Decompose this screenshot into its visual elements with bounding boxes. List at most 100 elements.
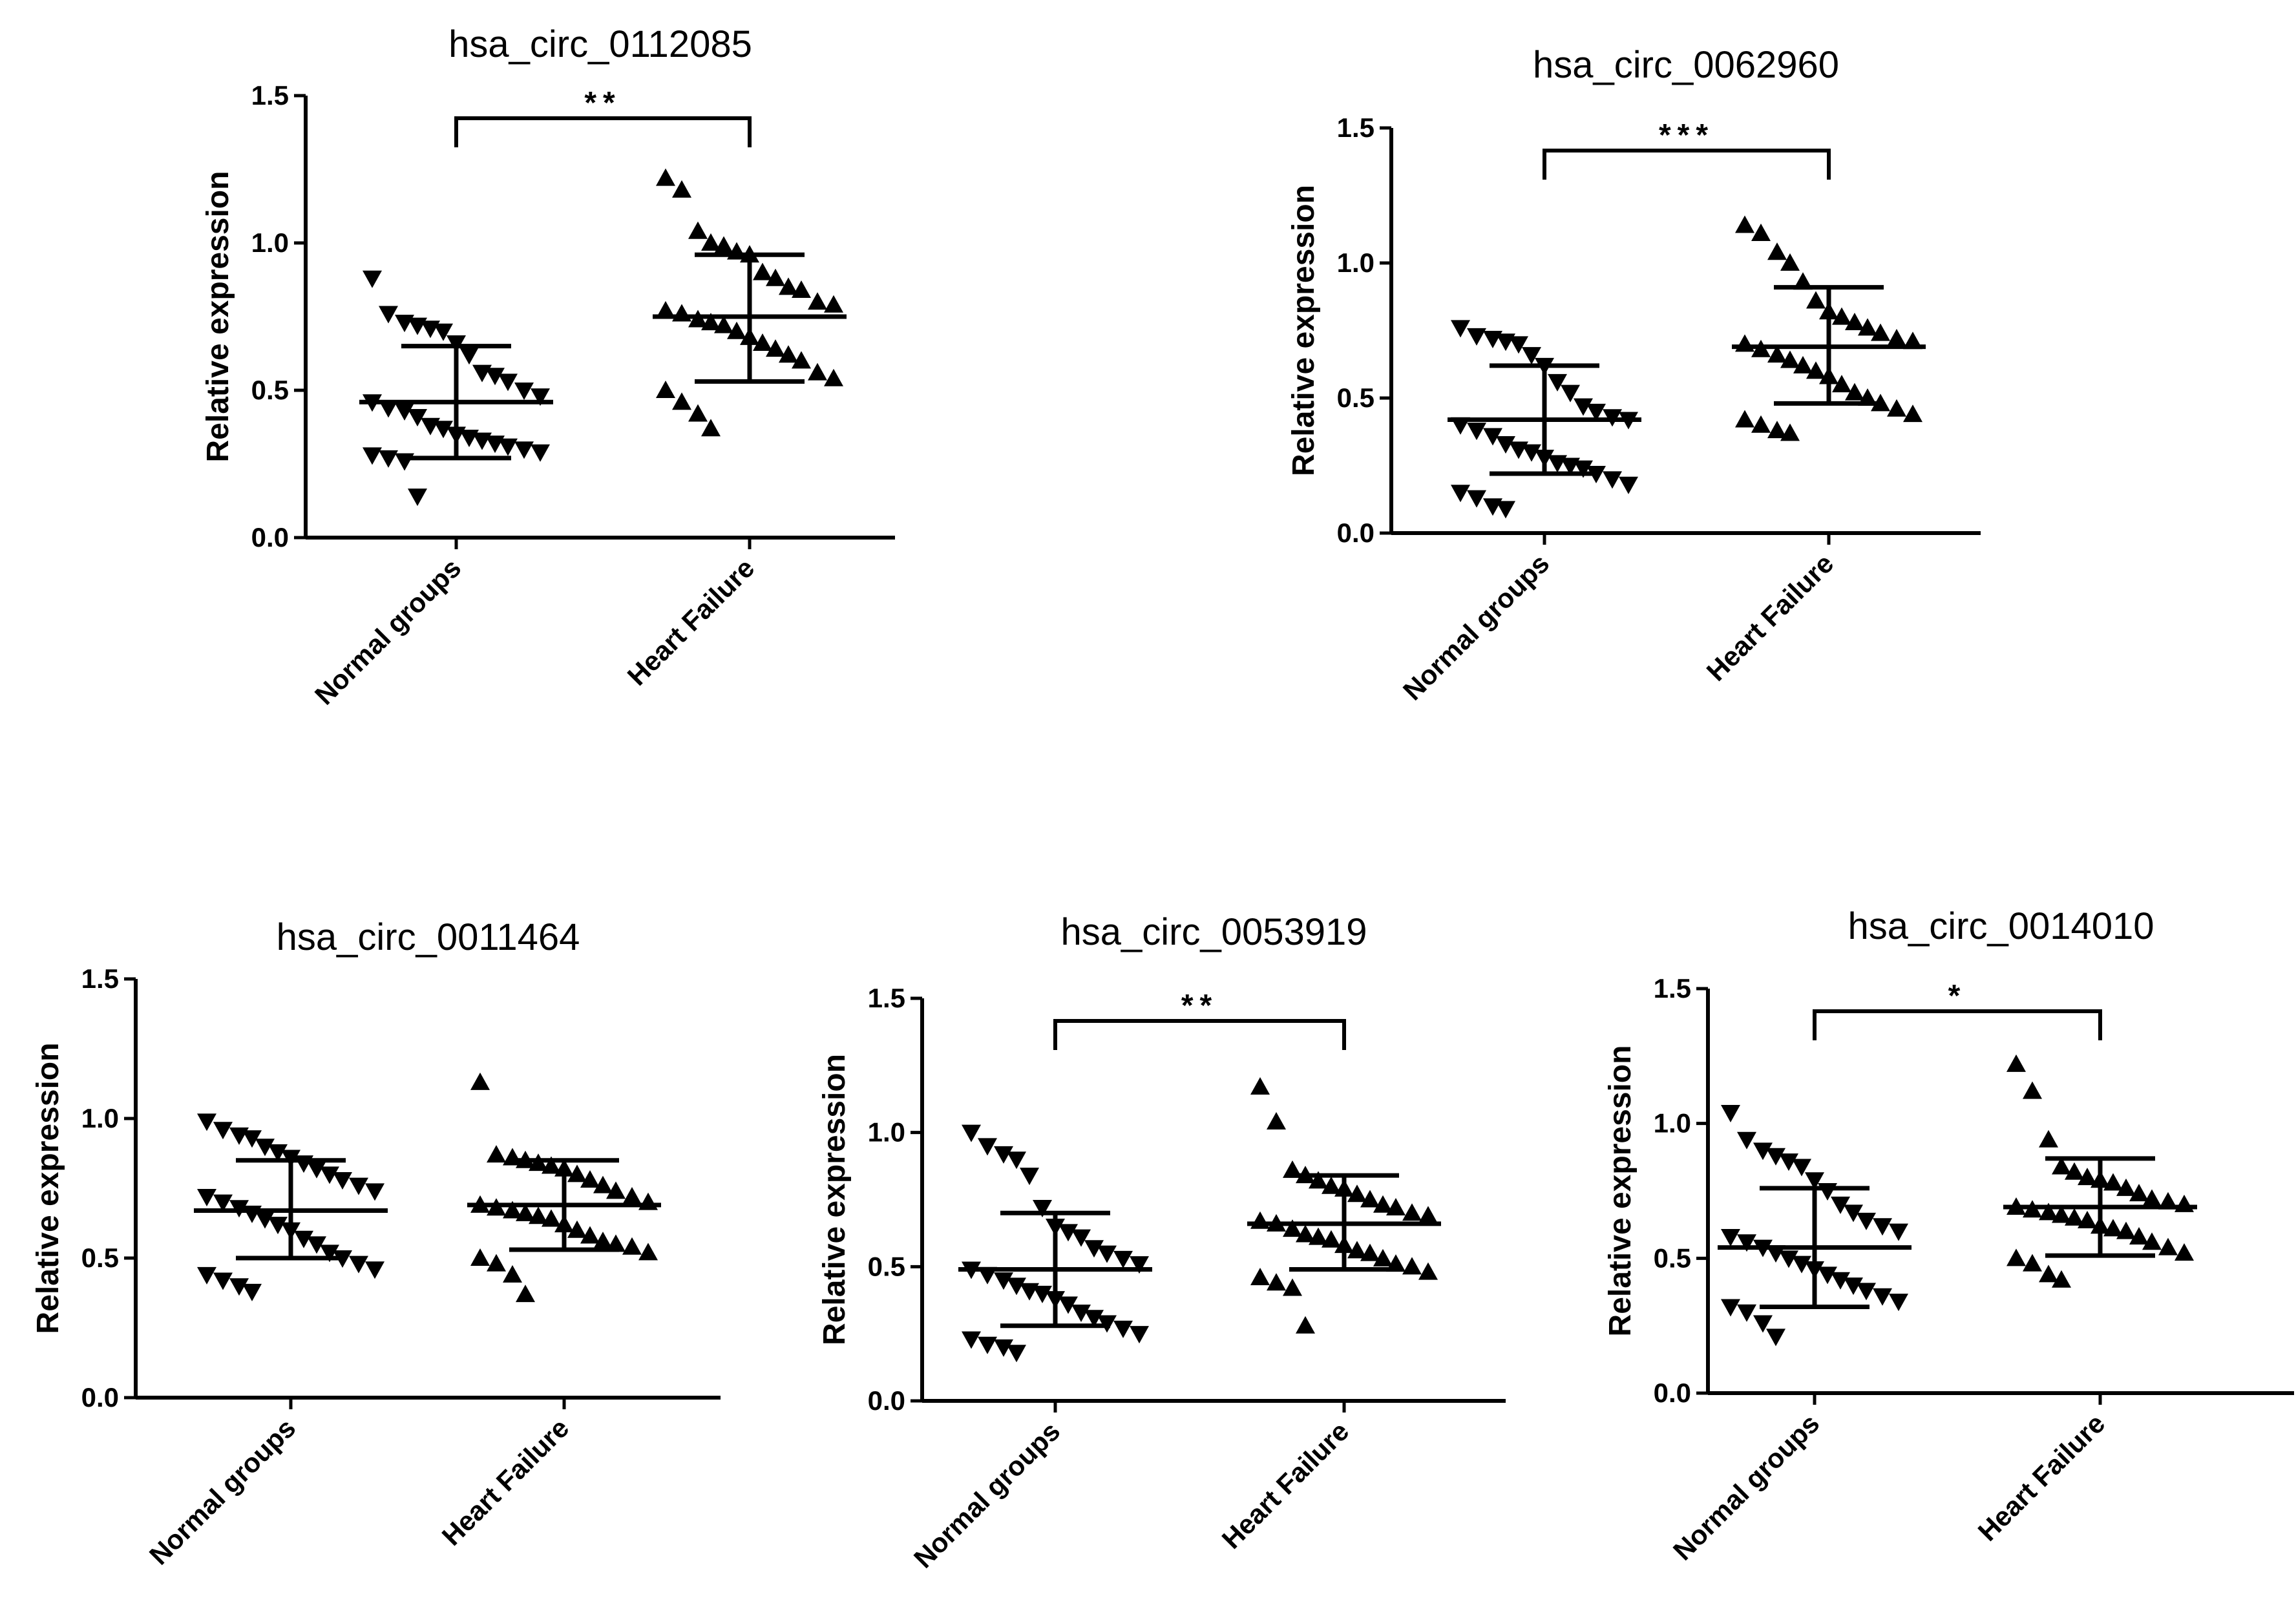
data-point-down-triangle bbox=[514, 383, 534, 400]
data-point-down-triangle bbox=[1721, 1299, 1740, 1317]
data-point-up-triangle bbox=[1402, 1257, 1422, 1275]
data-point-up-triangle bbox=[688, 221, 708, 239]
y-tick-label: 0.5 bbox=[1337, 383, 1374, 413]
y-tick-label: 0.0 bbox=[81, 1382, 119, 1413]
data-point-down-triangle bbox=[1889, 1223, 1908, 1241]
data-point-up-triangle bbox=[622, 1237, 642, 1255]
data-point-up-triangle bbox=[503, 1201, 522, 1219]
chart-title: hsa_circ_0011464 bbox=[277, 916, 580, 958]
data-point-down-triangle bbox=[1467, 328, 1486, 346]
data-point-down-triangle bbox=[1467, 423, 1486, 441]
y-tick-label: 0.0 bbox=[1654, 1378, 1691, 1408]
y-axis-label: Relative expression bbox=[1287, 185, 1321, 476]
data-point-up-triangle bbox=[1806, 361, 1826, 379]
data-point-up-triangle bbox=[824, 295, 843, 313]
data-point-up-triangle bbox=[2065, 1162, 2084, 1180]
data-point-up-triangle bbox=[1309, 1227, 1328, 1245]
data-point-up-triangle bbox=[701, 313, 721, 331]
data-point-down-triangle bbox=[978, 1336, 997, 1354]
data-point-down-triangle bbox=[213, 1122, 233, 1140]
data-point-up-triangle bbox=[567, 1164, 587, 1182]
significance-bracket bbox=[454, 116, 752, 147]
data-point-down-triangle bbox=[1792, 1159, 1811, 1177]
data-point-down-triangle bbox=[197, 1113, 216, 1131]
data-point-up-triangle bbox=[1402, 1203, 1422, 1221]
y-tick-label: 0.5 bbox=[251, 375, 289, 405]
data-point-up-triangle bbox=[1793, 355, 1813, 373]
data-point-down-triangle bbox=[1766, 1148, 1785, 1166]
data-point-down-triangle bbox=[242, 1130, 262, 1148]
data-point-down-triangle bbox=[1753, 1315, 1773, 1333]
x-category-label: Normal groups bbox=[1397, 548, 1555, 706]
data-point-up-triangle bbox=[2006, 1054, 2026, 1072]
data-point-down-triangle bbox=[1084, 1310, 1104, 1328]
data-point-down-triangle bbox=[1844, 1277, 1863, 1296]
data-point-down-triangle bbox=[1496, 501, 1515, 519]
data-point-down-triangle bbox=[531, 388, 550, 406]
data-point-up-triangle bbox=[1322, 1176, 1341, 1194]
data-point-up-triangle bbox=[1735, 410, 1754, 428]
data-point-up-triangle bbox=[1780, 253, 1800, 271]
y-tick-label: 1.0 bbox=[81, 1103, 119, 1133]
data-point-up-triangle bbox=[792, 280, 811, 298]
data-point-down-triangle bbox=[962, 1124, 981, 1142]
data-point-down-triangle bbox=[434, 323, 453, 341]
data-point-up-triangle bbox=[542, 1156, 561, 1174]
y-tick-label: 1.5 bbox=[81, 963, 119, 994]
data-point-up-triangle bbox=[2103, 1219, 2123, 1237]
y-tick-label: 0.5 bbox=[81, 1243, 119, 1273]
data-point-up-triangle bbox=[2142, 1232, 2162, 1250]
data-point-down-triangle bbox=[994, 1146, 1013, 1164]
data-point-down-triangle bbox=[1737, 1234, 1756, 1252]
data-point-down-triangle bbox=[213, 1194, 233, 1212]
data-point-down-triangle bbox=[268, 1217, 288, 1235]
data-point-up-triangle bbox=[580, 1226, 600, 1244]
data-point-up-triangle bbox=[2078, 1210, 2097, 1228]
data-point-up-triangle bbox=[1267, 1112, 1286, 1130]
data-point-up-triangle bbox=[1283, 1278, 1302, 1296]
data-point-up-triangle bbox=[779, 345, 798, 363]
data-point-up-triangle bbox=[1858, 318, 1877, 336]
y-tick-label: 0.5 bbox=[868, 1251, 905, 1281]
data-point-down-triangle bbox=[1737, 1131, 1756, 1150]
data-point-up-triangle bbox=[593, 1232, 613, 1250]
data-point-down-triangle bbox=[1873, 1218, 1892, 1236]
chart-panel-0: hsa_circ_0112085 Relative expression 0.0 0.… bbox=[201, 23, 895, 711]
data-point-up-triangle bbox=[753, 262, 772, 280]
data-point-up-triangle bbox=[714, 315, 733, 333]
data-point-up-triangle bbox=[672, 392, 691, 410]
data-point-down-triangle bbox=[498, 373, 518, 392]
x-category-label: Heart Failure bbox=[1701, 548, 1840, 687]
data-point-up-triangle bbox=[622, 1186, 642, 1204]
data-point-down-triangle bbox=[363, 270, 382, 288]
data-point-up-triangle bbox=[2023, 1081, 2042, 1099]
data-point-up-triangle bbox=[1309, 1171, 1328, 1189]
data-point-down-triangle bbox=[514, 441, 534, 459]
significance-bracket bbox=[1813, 1009, 2102, 1040]
data-point-up-triangle bbox=[1845, 312, 1864, 330]
data-point-up-triangle bbox=[656, 300, 675, 319]
data-point-down-triangle bbox=[1007, 1277, 1026, 1296]
data-point-down-triangle bbox=[379, 306, 398, 324]
data-point-down-triangle bbox=[1113, 1250, 1133, 1268]
data-point-down-triangle bbox=[1844, 1204, 1863, 1223]
chart-panel-2: hsa_circ_0011464 Relative expression 0.0 0.… bbox=[31, 916, 721, 1571]
x-category-label: Normal groups bbox=[309, 552, 467, 710]
data-point-down-triangle bbox=[1831, 1272, 1850, 1290]
data-point-down-triangle bbox=[1889, 1294, 1908, 1312]
data-point-down-triangle bbox=[1805, 1172, 1824, 1190]
data-point-up-triangle bbox=[1322, 1230, 1341, 1248]
data-point-up-triangle bbox=[1751, 415, 1771, 433]
chart-panel-4: hsa_circ_0014010 Relative expression 0.0 0.… bbox=[1603, 905, 2294, 1566]
data-point-up-triangle bbox=[1871, 323, 1890, 341]
x-category-label: Normal groups bbox=[143, 1413, 301, 1570]
data-point-down-triangle bbox=[349, 1255, 368, 1274]
data-point-up-triangle bbox=[2116, 1178, 2136, 1196]
data-point-up-triangle bbox=[2142, 1189, 2162, 1207]
data-point-down-triangle bbox=[962, 1331, 981, 1349]
data-point-down-triangle bbox=[1619, 476, 1638, 494]
data-point-down-triangle bbox=[1792, 1255, 1811, 1274]
data-point-down-triangle bbox=[1522, 347, 1541, 365]
data-point-up-triangle bbox=[766, 339, 785, 357]
data-point-down-triangle bbox=[1586, 403, 1606, 421]
